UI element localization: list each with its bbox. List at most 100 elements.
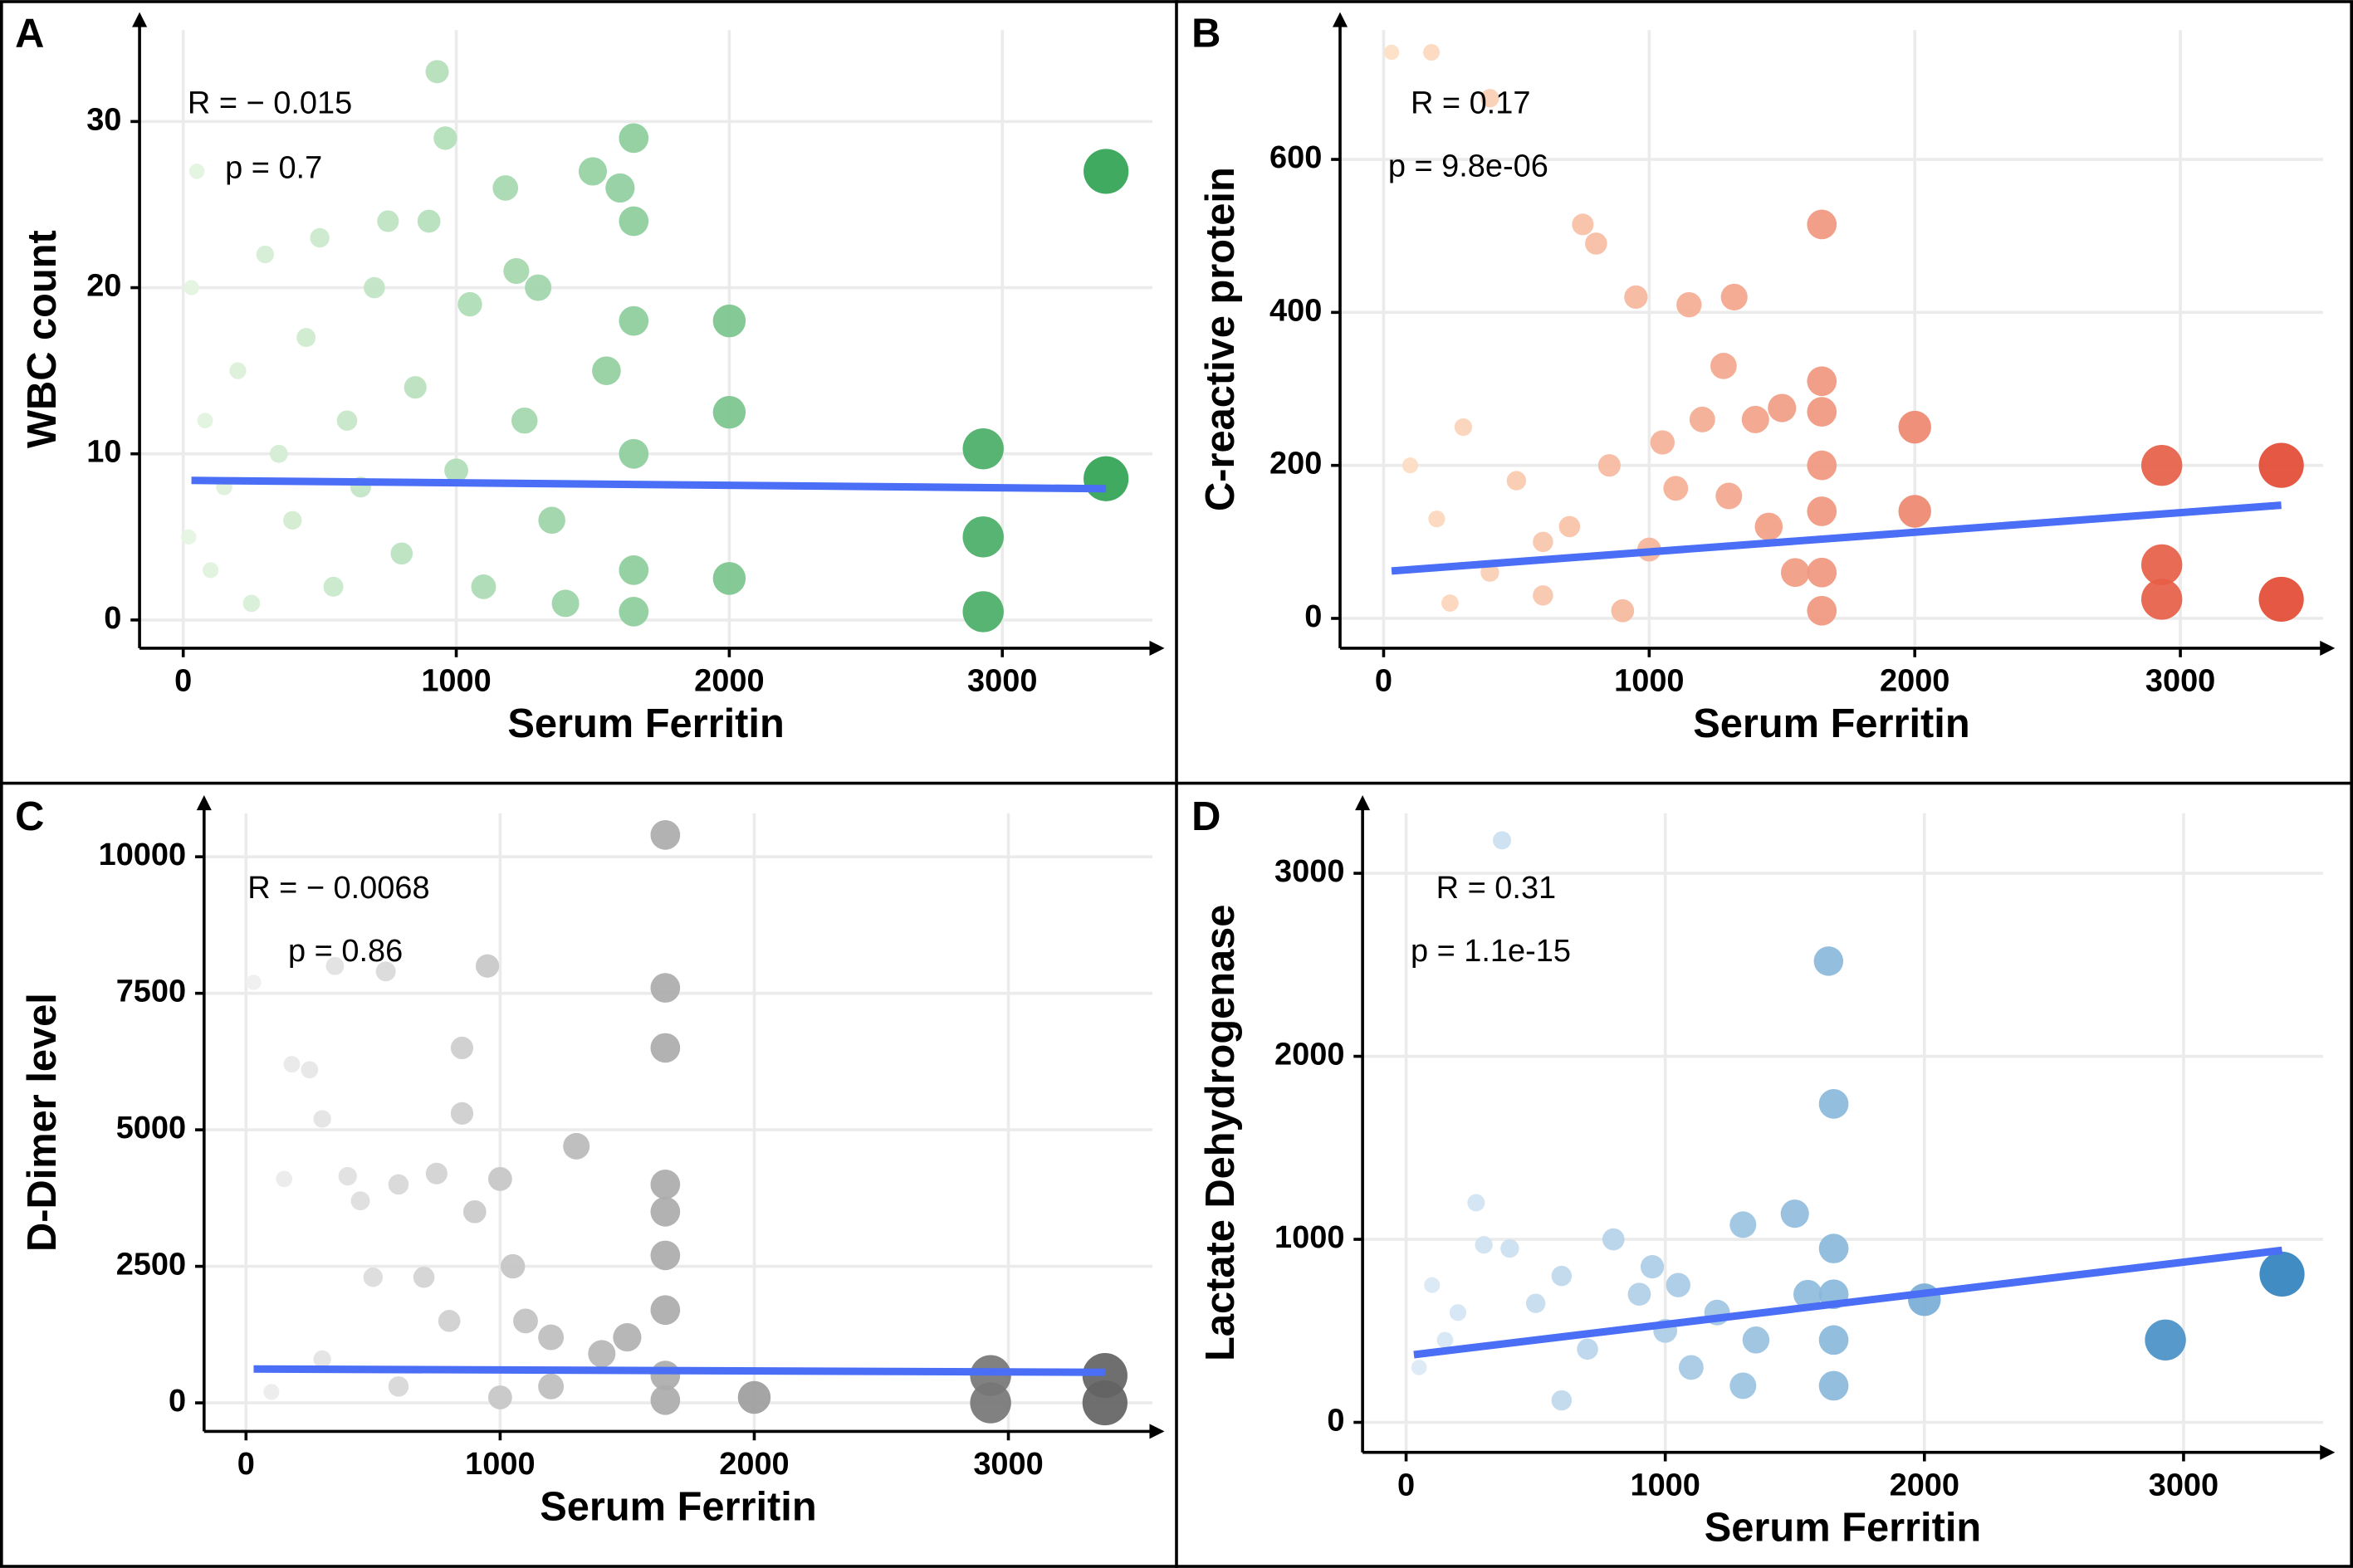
point — [1475, 1236, 1493, 1254]
point — [417, 209, 441, 233]
point — [2259, 1251, 2305, 1297]
x-tick-label: 3000 — [967, 664, 1037, 699]
fit-line — [1391, 501, 2282, 575]
axis-arrow — [1355, 795, 1371, 811]
point — [363, 1268, 384, 1287]
fit-line — [1413, 1246, 2283, 1359]
point — [2140, 444, 2183, 486]
point — [1689, 406, 1715, 432]
point — [1500, 1238, 1519, 1258]
x-tick-label: 2000 — [719, 1447, 789, 1482]
point — [310, 227, 330, 248]
y-tick-label: 200 — [1269, 447, 1322, 481]
point — [513, 1308, 538, 1334]
point — [1640, 1255, 1665, 1279]
y-tick-label: 10000 — [99, 838, 186, 872]
panel-label: B — [1191, 11, 1221, 56]
point — [588, 1340, 616, 1368]
point — [325, 956, 345, 975]
point — [1807, 595, 1837, 626]
y-tick-label: 10 — [86, 435, 121, 470]
point — [501, 1253, 526, 1279]
y-tick-label: 30 — [86, 102, 121, 137]
point — [1611, 598, 1635, 623]
x-tick-label: 1000 — [1614, 664, 1684, 699]
annotation: R = − 0.015 — [188, 86, 352, 121]
point — [1467, 1194, 1485, 1212]
axis-arrow — [132, 12, 148, 27]
point — [323, 576, 344, 597]
point — [1650, 430, 1675, 455]
point — [1768, 393, 1797, 423]
point — [350, 1191, 370, 1211]
point — [2140, 579, 2183, 620]
point — [1729, 1211, 1757, 1238]
point — [1807, 397, 1837, 427]
point — [276, 1170, 293, 1188]
point — [1402, 457, 1419, 474]
point — [377, 210, 399, 232]
axis-arrow — [1149, 1424, 1165, 1439]
point — [962, 591, 1004, 633]
point — [619, 597, 649, 627]
y-tick-label: 0 — [1327, 1404, 1344, 1439]
point — [256, 245, 274, 264]
point — [1818, 1233, 1849, 1263]
point — [425, 1162, 448, 1185]
panel-label: C — [15, 794, 44, 839]
point — [578, 157, 608, 186]
point — [1525, 1293, 1546, 1313]
point — [563, 1132, 590, 1160]
annotation: R = 0.31 — [1436, 871, 1556, 906]
point — [1454, 418, 1473, 437]
point — [1741, 405, 1769, 433]
point — [650, 1170, 681, 1199]
y-tick-label: 600 — [1269, 140, 1322, 175]
point — [650, 1033, 681, 1063]
point — [1383, 44, 1400, 61]
point — [1807, 496, 1837, 526]
fit-line — [253, 1365, 1105, 1376]
point — [1480, 89, 1499, 108]
point — [1597, 454, 1621, 477]
x-tick-label: 3000 — [2149, 1468, 2218, 1502]
point — [1572, 213, 1594, 236]
point — [1082, 1380, 1128, 1426]
point — [619, 206, 649, 237]
point — [503, 257, 530, 285]
point — [538, 1373, 565, 1399]
y-tick-label: 2000 — [1274, 1038, 1344, 1072]
point — [1742, 1326, 1770, 1354]
annotation: R = − 0.0068 — [247, 871, 429, 906]
point — [283, 510, 302, 530]
y-axis-title: Lactate Dehydrogenase — [1198, 905, 1243, 1361]
point — [1780, 558, 1810, 588]
point — [301, 1061, 319, 1079]
x-axis-title: Serum Ferritin — [507, 701, 784, 746]
x-tick-label: 2000 — [1890, 1468, 1959, 1502]
point — [1411, 1360, 1427, 1375]
point — [1720, 283, 1748, 311]
point — [1084, 149, 1129, 194]
point — [203, 562, 219, 579]
point — [336, 410, 358, 431]
point — [1084, 456, 1129, 501]
point — [962, 428, 1004, 470]
point — [1663, 476, 1689, 501]
point — [471, 574, 497, 599]
annotation: p = 1.1e-15 — [1411, 934, 1571, 969]
point — [2258, 442, 2304, 488]
point — [1818, 1325, 1849, 1356]
point — [650, 820, 681, 850]
point — [364, 276, 385, 299]
point — [1666, 1272, 1690, 1297]
axis-arrow — [2320, 640, 2336, 656]
point — [475, 954, 500, 978]
point — [450, 1036, 474, 1060]
y-tick-label: 0 — [104, 601, 121, 636]
panel-label: A — [15, 11, 44, 56]
point — [1423, 44, 1441, 61]
point — [375, 961, 396, 982]
